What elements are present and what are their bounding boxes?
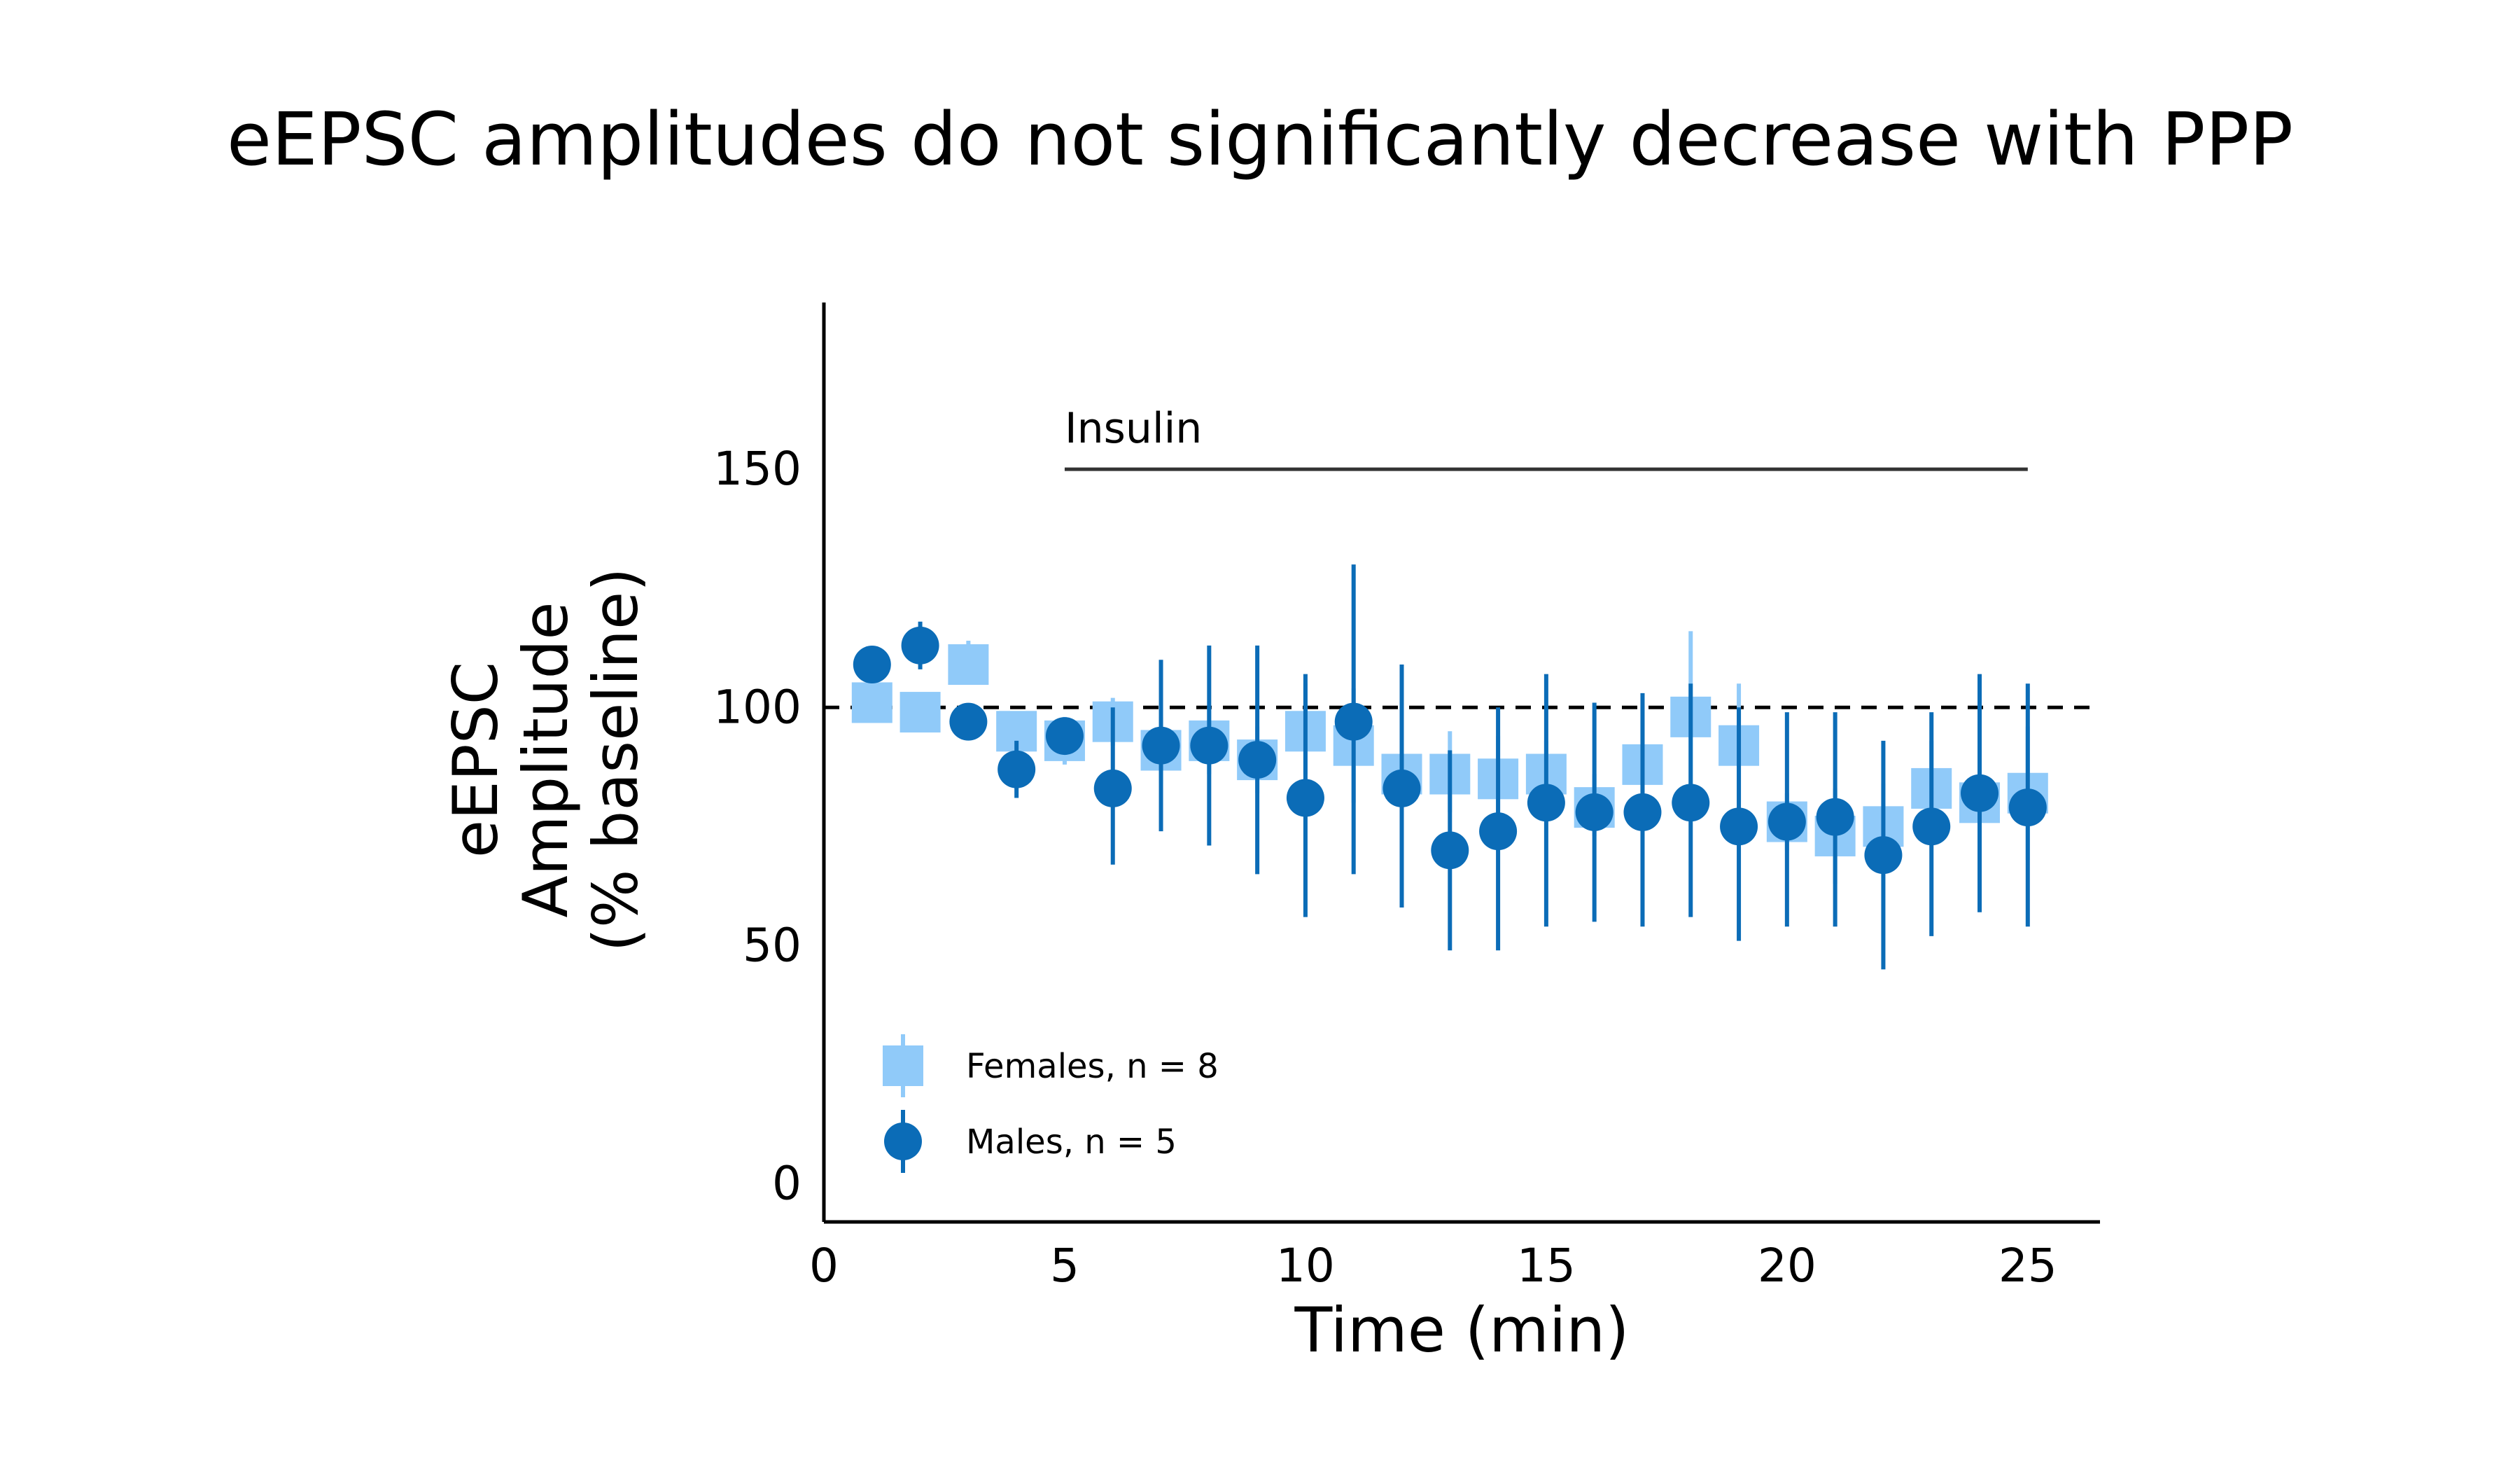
- male-point: [1527, 784, 1565, 822]
- male-point-layer: [853, 626, 2047, 875]
- male-point: [1334, 702, 1373, 741]
- male-point: [997, 750, 1036, 788]
- male-point: [1431, 831, 1469, 870]
- male-point: [1190, 726, 1228, 765]
- legend-male-label: Males, n = 5: [966, 1122, 1177, 1162]
- male-point: [1238, 741, 1277, 779]
- female-point: [851, 682, 892, 723]
- male-point: [1768, 802, 1806, 841]
- male-point: [901, 626, 939, 665]
- legend: Females, n = 8 Males, n = 5: [883, 1034, 1219, 1173]
- male-errorbar-layer: [869, 564, 2030, 970]
- legend-male-marker: [884, 1122, 922, 1160]
- insulin-label: Insulin: [1065, 404, 1202, 453]
- male-point: [1286, 779, 1324, 817]
- x-axis-label: Time (min): [1294, 1294, 1630, 1366]
- y-axis-label-line: eEPSC: [440, 662, 512, 858]
- y-tick-label: 150: [713, 442, 802, 496]
- female-point: [899, 692, 941, 733]
- male-point: [1672, 784, 1710, 822]
- y-tick-label: 0: [772, 1157, 802, 1211]
- y-axis-label-line: (% baseline): [580, 568, 652, 952]
- annotation-layer: Insulin: [1064, 404, 2028, 471]
- legend-female-label: Females, n = 8: [966, 1047, 1219, 1086]
- y-axis-label: eEPSCAmplitude(% baseline): [440, 568, 652, 952]
- male-point: [2008, 788, 2047, 827]
- male-point: [1575, 793, 1614, 831]
- axis-labels: Time (min) eEPSCAmplitude(% baseline): [440, 568, 1629, 1366]
- x-tick-label: 15: [1517, 1239, 1576, 1293]
- x-tick-label: 10: [1276, 1239, 1335, 1293]
- chart-title: eEPSC amplitudes do not significantly de…: [227, 97, 2293, 182]
- male-point: [1382, 769, 1421, 807]
- male-point: [1961, 774, 1999, 812]
- x-tick-label: 0: [809, 1239, 839, 1293]
- male-point: [1816, 798, 1854, 836]
- axes-layer: 0 50 100 150 0 5 10 15 20 25: [713, 303, 2100, 1293]
- y-tick-label: 100: [713, 680, 802, 734]
- male-point: [853, 646, 891, 684]
- female-point: [948, 644, 989, 686]
- male-point: [1864, 836, 1903, 875]
- male-point: [1142, 726, 1180, 765]
- y-axis-label-line: Amplitude: [510, 602, 582, 918]
- male-point: [1623, 793, 1662, 831]
- male-point: [1912, 807, 1951, 846]
- x-tick-label: 25: [1998, 1239, 2057, 1293]
- male-point: [949, 702, 988, 741]
- x-tick-label: 5: [1050, 1239, 1079, 1293]
- male-point: [1720, 807, 1758, 846]
- male-point: [1093, 769, 1132, 807]
- male-point: [1479, 812, 1518, 851]
- male-point: [1045, 717, 1084, 756]
- x-tick-label: 20: [1758, 1239, 1816, 1293]
- y-tick-label: 50: [743, 918, 802, 972]
- legend-female-marker: [883, 1045, 923, 1086]
